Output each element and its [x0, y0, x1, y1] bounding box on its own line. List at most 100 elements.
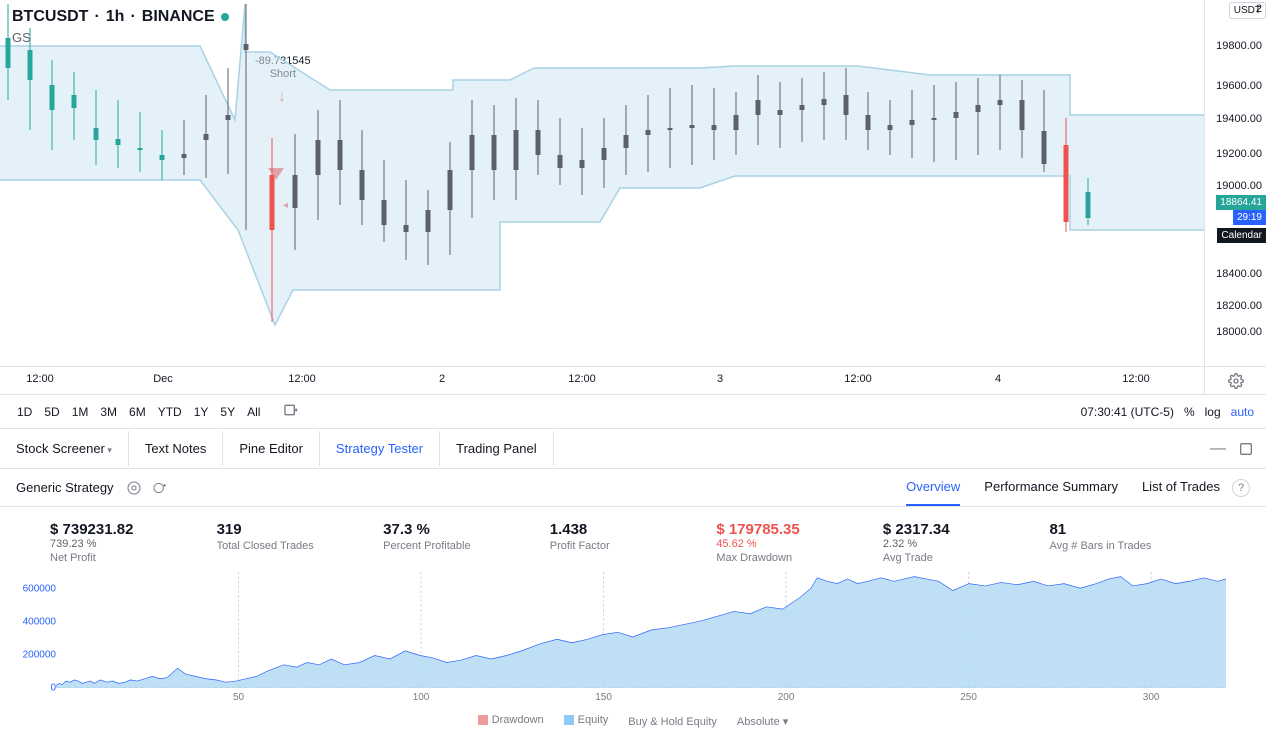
- price-tick: 18200.00: [1216, 300, 1262, 312]
- time-tick: 2: [439, 373, 445, 385]
- metric-label: Max Drawdown: [716, 552, 883, 564]
- minimize-button[interactable]: —: [1210, 440, 1226, 458]
- price-tick: 19600.00: [1216, 80, 1262, 92]
- tab-strategy-tester[interactable]: Strategy Tester: [320, 431, 440, 466]
- interval-label: 1h: [106, 8, 125, 26]
- metric-value: $ 739231.82: [50, 521, 217, 538]
- status-dot-icon: [221, 13, 229, 21]
- time-tick: 12:00: [288, 373, 316, 385]
- equity-ytick: 600000: [23, 583, 56, 594]
- price-tick: 19200.00: [1216, 148, 1262, 160]
- metric-value: $ 2317.34: [883, 521, 1050, 538]
- maximize-icon[interactable]: [1238, 441, 1254, 457]
- goto-date-button[interactable]: [283, 402, 299, 421]
- legend-item[interactable]: Absolute ▾: [737, 715, 788, 728]
- range-button-ytd[interactable]: YTD: [153, 401, 187, 423]
- legend-swatch-icon: [478, 715, 488, 725]
- price-tick: 19000.00: [1216, 180, 1262, 192]
- metric-label: Avg Trade: [883, 552, 1050, 564]
- time-axis[interactable]: 12:00Dec12:00212:00312:00412:00: [0, 367, 1266, 395]
- range-button-1d[interactable]: 1D: [12, 401, 37, 423]
- log-button[interactable]: log: [1205, 405, 1221, 419]
- range-button-1m[interactable]: 1M: [67, 401, 94, 423]
- equity-ytick: 400000: [23, 616, 56, 627]
- equity-xtick: 200: [778, 692, 795, 703]
- tab-text-notes[interactable]: Text Notes: [129, 431, 223, 466]
- price-tick: 18400.00: [1216, 268, 1262, 280]
- tab-stock-screener[interactable]: Stock Screener: [0, 431, 129, 466]
- metric-label: Total Closed Trades: [217, 540, 384, 552]
- legend-swatch-icon: [564, 715, 574, 725]
- metric-avg-trade: $ 2317.342.32 % Avg Trade: [883, 521, 1050, 564]
- strategy-tab-overview[interactable]: Overview: [906, 469, 960, 506]
- auto-button[interactable]: auto: [1231, 405, 1254, 419]
- countdown-badge: 29:19: [1233, 210, 1266, 225]
- range-button-3m[interactable]: 3M: [95, 401, 122, 423]
- strategy-name-label[interactable]: Generic Strategy: [16, 480, 114, 495]
- price-tick: 19400.00: [1216, 113, 1262, 125]
- time-tick: 12:00: [26, 373, 54, 385]
- time-tick: 4: [995, 373, 1001, 385]
- equity-xtick: 250: [960, 692, 977, 703]
- equity-chart[interactable]: 6000004000002000000 50100150200250300: [0, 572, 1266, 712]
- equity-xtick: 300: [1143, 692, 1160, 703]
- chart-area: BTCUSDT · 1h · BINANCE GS -89.731545 Sho…: [0, 0, 1266, 367]
- range-toolbar: 1D5D1M3M6MYTD1Y5YAll 07:30:41 (UTC-5) % …: [0, 395, 1266, 429]
- time-tick: 12:00: [844, 373, 872, 385]
- metric-percent-profitable: 37.3 %Percent Profitable: [383, 521, 550, 564]
- range-button-6m[interactable]: 6M: [124, 401, 151, 423]
- chart-canvas[interactable]: BTCUSDT · 1h · BINANCE GS -89.731545 Sho…: [0, 0, 1204, 366]
- range-button-5y[interactable]: 5Y: [215, 401, 240, 423]
- metric-value: 319: [217, 521, 384, 538]
- clock-label[interactable]: 07:30:41 (UTC-5): [1081, 405, 1174, 419]
- legend-item[interactable]: Buy & Hold Equity: [628, 716, 717, 728]
- metric-value: $ 179785.35: [716, 521, 883, 538]
- strategy-tab-performance-summary[interactable]: Performance Summary: [984, 469, 1118, 506]
- tab-pine-editor[interactable]: Pine Editor: [223, 431, 320, 466]
- metric-sub: 45.62 %: [716, 538, 883, 550]
- percent-button[interactable]: %: [1184, 405, 1195, 419]
- metric-sub: 739.23 %: [50, 538, 217, 550]
- metric-value: 1.438: [550, 521, 717, 538]
- time-tick: 12:00: [1122, 373, 1150, 385]
- metric-label: Profit Factor: [550, 540, 717, 552]
- price-tick: 18000.00: [1216, 326, 1262, 338]
- metric-label: Avg # Bars in Trades: [1049, 540, 1216, 552]
- equity-svg: [56, 572, 1226, 688]
- price-tick: 19800.00: [1216, 40, 1262, 52]
- price-tick: 2: [1256, 3, 1262, 15]
- metric-value: 81: [1049, 521, 1216, 538]
- legend-item[interactable]: Equity: [564, 714, 609, 726]
- symbol-label: BTCUSDT: [12, 8, 88, 26]
- metric-sub: 2.32 %: [883, 538, 1050, 550]
- time-tick: 12:00: [568, 373, 596, 385]
- time-tick: 3: [717, 373, 723, 385]
- equity-xtick: 50: [233, 692, 244, 703]
- metric-avg-bars-in-trades: 81 Avg # Bars in Trades: [1049, 521, 1216, 564]
- current-price-badge: 18864.41: [1216, 195, 1266, 210]
- chart-symbol-header[interactable]: BTCUSDT · 1h · BINANCE: [12, 8, 229, 26]
- equity-legend: Drawdown Equity Buy & Hold Equity Absolute …: [0, 712, 1266, 734]
- legend-item[interactable]: Drawdown: [478, 714, 544, 726]
- metric-total-closed-trades: 319 Total Closed Trades: [217, 521, 384, 564]
- calendar-goto-icon: [283, 402, 299, 418]
- candle-chart-svg: [0, 0, 1204, 366]
- chart-settings-button[interactable]: [1204, 367, 1266, 394]
- tab-trading-panel[interactable]: Trading Panel: [440, 431, 553, 466]
- help-button[interactable]: ?: [1232, 479, 1250, 497]
- metric-max-drawdown: $ 179785.3545.62 % Max Drawdown: [716, 521, 883, 564]
- strategy-tab-list-of-trades[interactable]: List of Trades: [1142, 469, 1220, 506]
- price-axis[interactable]: USDT 219800.0019600.0019400.0019200.0019…: [1204, 0, 1266, 366]
- add-alert-icon[interactable]: [152, 480, 168, 496]
- range-button-1y[interactable]: 1Y: [189, 401, 214, 423]
- metric-net-profit: $ 739231.82739.23 %Net Profit: [50, 521, 217, 564]
- metrics-row: $ 739231.82739.23 %Net Profit319 Total Cl…: [0, 507, 1266, 572]
- settings-icon[interactable]: [126, 480, 142, 496]
- calendar-badge[interactable]: Calendar: [1217, 228, 1266, 243]
- range-button-5d[interactable]: 5D: [39, 401, 64, 423]
- metric-value: 37.3 %: [383, 521, 550, 538]
- equity-xtick: 150: [595, 692, 612, 703]
- exchange-label: BINANCE: [142, 8, 215, 26]
- equity-xtick: 100: [413, 692, 430, 703]
- range-button-all[interactable]: All: [242, 401, 265, 423]
